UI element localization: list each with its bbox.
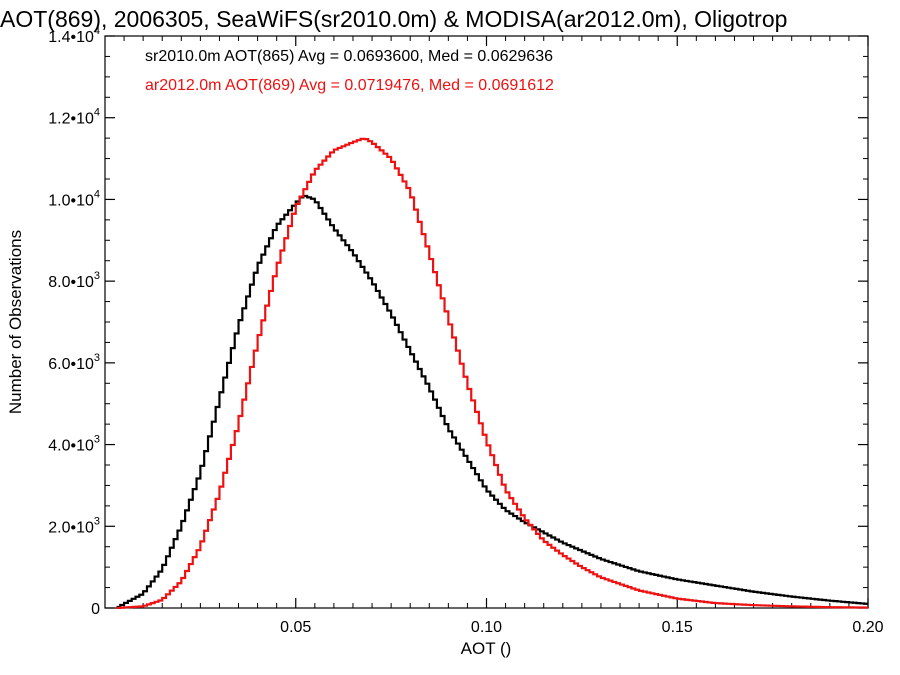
y-tick-mantissa: 1.4•10 [48,29,94,46]
y-tick-mantissa: 4.0•10 [48,438,94,455]
axis-ticks: 0.05 0.10 0.15 0.2002.0•1034.0•1036.0•1038.… [48,25,883,636]
legend-entry-ar2012: ar2012.0m AOT(869) Avg = 0.0719476, Med … [145,77,554,94]
y-tick-label: 1.0•104 [48,188,100,209]
y-tick-mantissa: 1.0•10 [48,192,94,209]
y-tick-label: 1.4•104 [48,25,100,46]
series-layer [116,137,868,609]
y-tick-label: 2.0•103 [48,515,100,536]
y-tick-exponent: 4 [94,25,100,37]
y-tick-exponent: 3 [94,515,100,527]
legend-entry-sr2010: sr2010.0m AOT(865) Avg = 0.0693600, Med … [145,48,553,65]
y-tick-mantissa: 1.2•10 [48,111,94,128]
y-tick-label: 8.0•103 [48,270,100,291]
series-line-0 [116,194,868,609]
y-tick-label: 0 [91,601,100,618]
y-tick-mantissa: 6.0•10 [48,356,94,373]
plot-frame [104,35,869,609]
y-tick-exponent: 4 [94,107,100,119]
y-tick-exponent: 3 [94,434,100,446]
y-tick-label: 4.0•103 [48,434,100,455]
y-tick-exponent: 3 [94,270,100,282]
legend: sr2010.0m AOT(865) Avg = 0.0693600, Med … [145,48,554,94]
y-tick-label: 1.2•104 [48,107,100,128]
x-tick-label: 0.10 [471,619,502,636]
y-tick-exponent: 3 [94,352,100,364]
chart-title: AOT(869), 2006305, SeaWiFS(sr2010.0m) & … [0,6,787,32]
series-line-1 [116,137,868,609]
x-tick-label: 0.15 [662,619,693,636]
y-tick-label: 6.0•103 [48,352,100,373]
y-tick-mantissa: 8.0•10 [48,274,94,291]
x-tick-label: 0.05 [280,619,311,636]
y-tick-exponent: 4 [94,188,100,200]
y-tick-mantissa: 0 [91,601,100,618]
x-axis-label: AOT () [461,639,512,658]
y-axis-label: Number of Observations [6,230,25,414]
y-tick-mantissa: 2.0•10 [48,519,94,536]
x-tick-label: 0.20 [852,619,883,636]
